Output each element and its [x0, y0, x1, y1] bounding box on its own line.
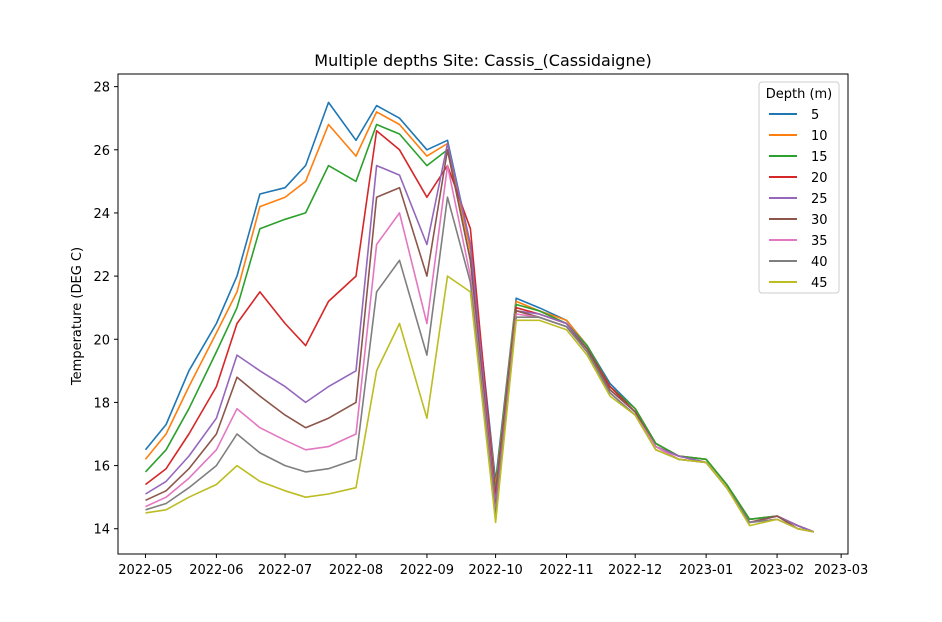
y-tick-label: 24	[93, 207, 110, 222]
legend-title: Depth (m)	[766, 87, 833, 102]
y-tick-label: 28	[93, 81, 110, 96]
legend-label-depth-45: 45	[811, 276, 828, 291]
y-tick-label: 20	[93, 333, 110, 348]
plot-area	[117, 73, 849, 555]
x-tick-label: 2022-11	[539, 563, 593, 578]
plot-frame	[117, 73, 849, 555]
legend-label-depth-25: 25	[811, 192, 828, 207]
x-tick-label: 2022-12	[608, 563, 662, 578]
legend-label-depth-10: 10	[811, 129, 828, 144]
y-axis: 14 16 18 20 22 24 26 28	[93, 81, 118, 538]
x-axis: 2022-05 2022-06 2022-07 2022-08 2022-09 2022-…	[118, 554, 868, 578]
series-line-depth-45	[145, 275, 814, 533]
y-tick-label: 14	[93, 523, 110, 538]
legend-label-depth-15: 15	[811, 150, 828, 165]
y-axis-label: Temperature (DEG C)	[70, 247, 85, 386]
legend-label-depth-5: 5	[811, 108, 819, 123]
x-tick-label: 2023-02	[750, 563, 804, 578]
y-tick-label: 22	[93, 270, 110, 285]
legend: Depth (m) 5 10 15 20 25 30 35 40 45	[758, 81, 840, 294]
legend-label-depth-30: 30	[811, 213, 828, 228]
y-tick-label: 26	[93, 144, 110, 159]
y-tick-label: 18	[93, 396, 110, 411]
legend-label-depth-35: 35	[811, 234, 828, 249]
legend-label-depth-20: 20	[811, 171, 828, 186]
x-tick-label: 2023-01	[679, 563, 733, 578]
legend-label-depth-40: 40	[811, 255, 828, 270]
x-tick-label: 2023-03	[814, 563, 868, 578]
x-tick-label: 2022-09	[400, 563, 454, 578]
x-tick-label: 2022-10	[468, 563, 522, 578]
x-tick-label: 2022-06	[189, 563, 243, 578]
y-tick-label: 16	[93, 460, 110, 475]
x-tick-label: 2022-05	[118, 563, 172, 578]
x-tick-label: 2022-08	[329, 563, 383, 578]
chart-title: Multiple depths Site: Cassis_(Cassidaign…	[314, 51, 651, 71]
series-line-depth-25	[145, 142, 814, 533]
x-tick-label: 2022-07	[258, 563, 312, 578]
